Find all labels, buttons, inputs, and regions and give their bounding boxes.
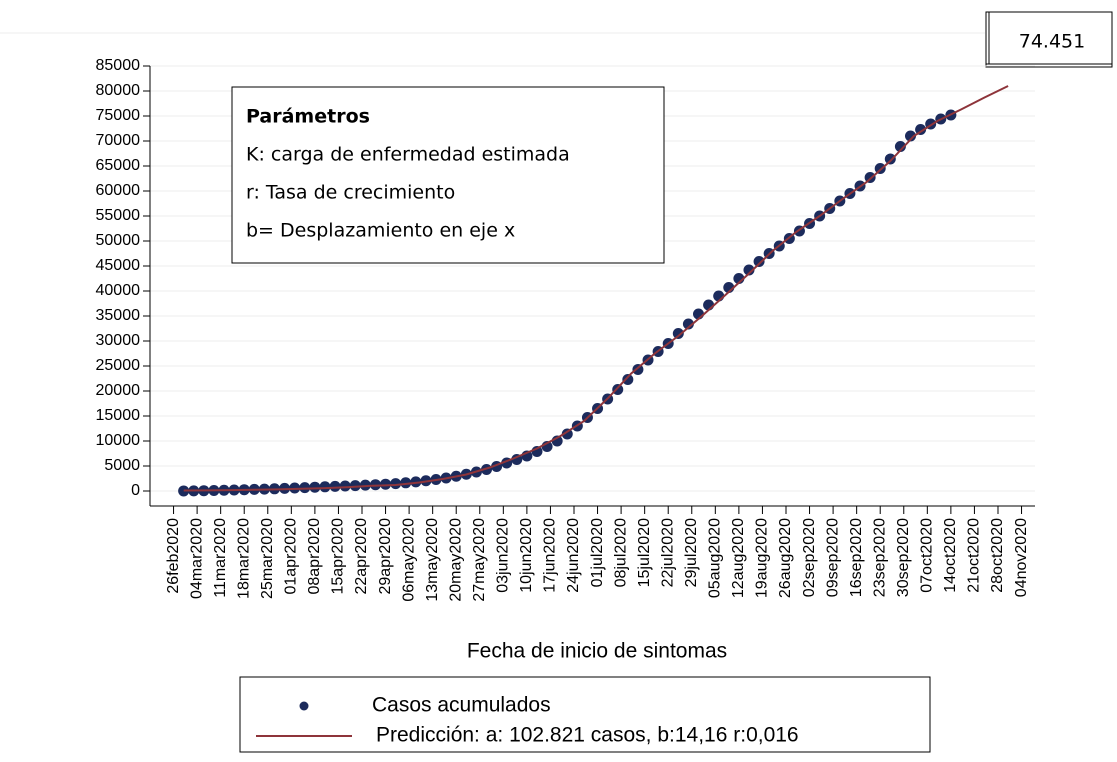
y-tick-label: 50000 xyxy=(96,232,141,249)
data-point xyxy=(380,478,392,490)
x-axis-label: Fecha de inicio de sintomas xyxy=(467,640,727,663)
x-tick-label: 18mar2020 xyxy=(235,518,252,599)
data-point xyxy=(622,374,634,385)
parameters-title: Parámetros xyxy=(246,106,370,128)
data-point xyxy=(309,481,321,493)
legend-symbol xyxy=(299,701,309,711)
data-point xyxy=(904,130,916,142)
data-point xyxy=(915,124,927,135)
x-tick-label: 22apr2020 xyxy=(353,518,370,595)
y-tick-label: 75000 xyxy=(96,107,141,124)
y-tick-label: 70000 xyxy=(96,132,141,149)
x-tick-label: 23sep2020 xyxy=(871,518,888,597)
x-tick-label: 05aug2020 xyxy=(707,518,724,598)
value-box xyxy=(985,11,1113,68)
data-point xyxy=(359,479,371,491)
data-point xyxy=(612,384,624,395)
data-point xyxy=(753,256,765,267)
x-tick-label: 01jul2020 xyxy=(589,518,606,588)
x-tick-label: 22jul2020 xyxy=(659,518,676,588)
x-tick-label: 10jun2020 xyxy=(518,518,535,593)
data-point xyxy=(329,480,341,492)
parameters-line: r: Tasa de crecimiento xyxy=(246,182,455,204)
data-point xyxy=(894,141,906,152)
data-point xyxy=(410,476,422,488)
y-tick-label: 40000 xyxy=(96,282,141,299)
data-point xyxy=(561,428,573,440)
data-point xyxy=(682,318,694,330)
legend xyxy=(239,676,931,753)
y-tick-label: 5000 xyxy=(104,457,140,474)
y-tick-label: 35000 xyxy=(96,307,141,324)
y-tick-label: 85000 xyxy=(96,57,141,74)
x-tick-label: 17jun2020 xyxy=(542,518,559,593)
parameters-line: K: carga de enfermedad estimada xyxy=(246,144,570,166)
x-tick-label: 26feb2020 xyxy=(165,518,182,594)
x-tick-label: 15jul2020 xyxy=(636,518,653,588)
x-tick-label: 11mar2020 xyxy=(212,518,229,598)
x-tick-label: 30sep2020 xyxy=(895,518,912,597)
data-point xyxy=(672,328,684,339)
data-point xyxy=(884,153,896,165)
x-tick-label: 07oct2020 xyxy=(919,518,936,593)
x-tick-label: 25mar2020 xyxy=(259,518,276,599)
prediction-line xyxy=(183,85,1009,492)
x-tick-label: 08jul2020 xyxy=(612,518,629,588)
y-tick-label: 60000 xyxy=(96,182,141,199)
data-point xyxy=(400,477,412,489)
y-tick-label: 30000 xyxy=(96,332,141,349)
x-tick-label: 24jun2020 xyxy=(565,518,582,593)
parameters-line: b= Desplazamiento en eje x xyxy=(246,220,515,242)
x-tick-label: 02sep2020 xyxy=(801,518,818,597)
legend-label: Casos acumulados xyxy=(372,694,551,717)
x-tick-label: 27may2020 xyxy=(471,518,488,602)
x-tick-label: 16sep2020 xyxy=(848,518,865,597)
x-tick-label: 13may2020 xyxy=(424,518,441,602)
x-tick-label: 03jun2020 xyxy=(495,518,512,593)
x-tick-label: 28oct2020 xyxy=(989,518,1006,593)
y-tick-label: 25000 xyxy=(96,357,141,374)
legend-label: Predicción: a: 102.821 casos, b:14,16 r:… xyxy=(376,724,799,747)
y-tick-label: 0 xyxy=(131,482,140,499)
parameters-box xyxy=(231,86,665,264)
x-tick-label: 09sep2020 xyxy=(824,518,841,597)
value-box-text: 74.451 xyxy=(1019,31,1085,53)
data-point xyxy=(743,264,755,276)
x-tick-label: 04nov2020 xyxy=(1013,518,1030,597)
data-point xyxy=(319,481,331,493)
y-tick-label: 10000 xyxy=(96,432,141,449)
x-tick-label: 01apr2020 xyxy=(283,518,300,595)
x-tick-label: 21oct2020 xyxy=(966,518,983,593)
x-tick-label: 14oct2020 xyxy=(942,518,959,593)
y-tick-label: 80000 xyxy=(96,82,141,99)
y-tick-label: 45000 xyxy=(96,257,141,274)
data-point xyxy=(299,482,311,494)
y-tick-label: 55000 xyxy=(96,207,141,224)
x-tick-label: 04mar2020 xyxy=(188,518,205,599)
data-point xyxy=(178,485,190,497)
x-tick-label: 12aug2020 xyxy=(730,518,747,598)
y-tick-label: 15000 xyxy=(96,407,141,424)
data-point xyxy=(339,480,351,492)
x-tick-label: 19aug2020 xyxy=(754,518,771,598)
x-tick-label: 29jul2020 xyxy=(683,518,700,588)
y-tick-label: 20000 xyxy=(96,382,141,399)
data-point xyxy=(349,480,361,492)
x-tick-label: 15apr2020 xyxy=(330,518,347,595)
y-tick-label: 65000 xyxy=(96,157,141,174)
x-tick-label: 06may2020 xyxy=(400,518,417,602)
x-tick-label: 26aug2020 xyxy=(777,518,794,598)
x-tick-label: 08apr2020 xyxy=(306,518,323,595)
x-tick-label: 20may2020 xyxy=(447,518,464,602)
x-tick-label: 29apr2020 xyxy=(377,518,394,595)
data-point xyxy=(390,478,402,490)
